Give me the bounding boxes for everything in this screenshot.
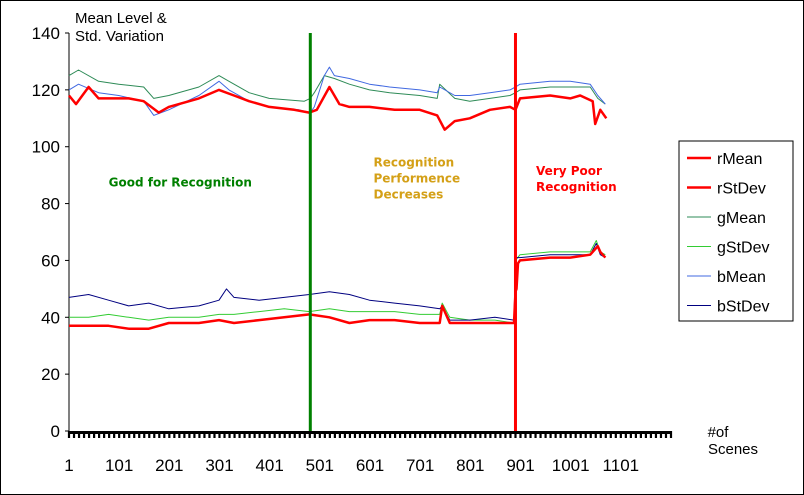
- series-line-bStDev: [68, 242, 606, 321]
- y-tick-label: 100: [32, 138, 60, 157]
- series-line-rStDev: [69, 244, 607, 330]
- annotation-1: Good for Recognition: [109, 176, 252, 190]
- x-tick-label: 301: [205, 456, 233, 475]
- x-tick-label: 101: [105, 456, 133, 475]
- y-tick-label: 20: [41, 365, 60, 384]
- series-line-bMean: [68, 66, 606, 116]
- legend-box: [678, 140, 794, 322]
- x-tick-label: 901: [506, 456, 534, 475]
- x-tick-label: 401: [255, 456, 283, 475]
- y-tick-label: 0: [51, 422, 60, 441]
- annotation-3: Very Poor Recognition: [536, 164, 617, 194]
- y-tick-label: 40: [41, 308, 60, 327]
- y-tick-label: 60: [41, 251, 60, 270]
- legend-label-bStDev: bStDev: [717, 299, 769, 316]
- series-line-gStDev: [69, 240, 606, 324]
- x-axis-title: #of Scenes: [708, 424, 758, 458]
- legend-label-bMean: bMean: [717, 269, 766, 286]
- x-tick-label: 501: [306, 456, 334, 475]
- legend-label-gStDev: gStDev: [717, 240, 769, 257]
- legend-label-rMean: rMean: [717, 151, 762, 168]
- x-tick-label: 1001: [552, 456, 590, 475]
- y-tick-label: 120: [32, 81, 60, 100]
- y-tick-label: 140: [32, 24, 60, 43]
- series-line-rMean: [68, 85, 608, 131]
- legend-label-gMean: gMean: [717, 210, 766, 227]
- legend-label-rStDev: rStDev: [717, 181, 766, 198]
- annotation-2: Recognition Performence Decreases: [374, 156, 461, 202]
- y-tick-label: 80: [41, 195, 60, 214]
- x-tick-label: 1101: [603, 456, 640, 475]
- x-tick-label: 1: [64, 456, 73, 475]
- y-axis-title: Mean Level & Std. Variation: [75, 10, 167, 45]
- x-tick-label: 201: [155, 456, 183, 475]
- x-tick-label: 701: [406, 456, 434, 475]
- series-line-gMean: [68, 69, 606, 105]
- x-tick-label: 801: [456, 456, 484, 475]
- x-tick-label: 601: [356, 456, 384, 475]
